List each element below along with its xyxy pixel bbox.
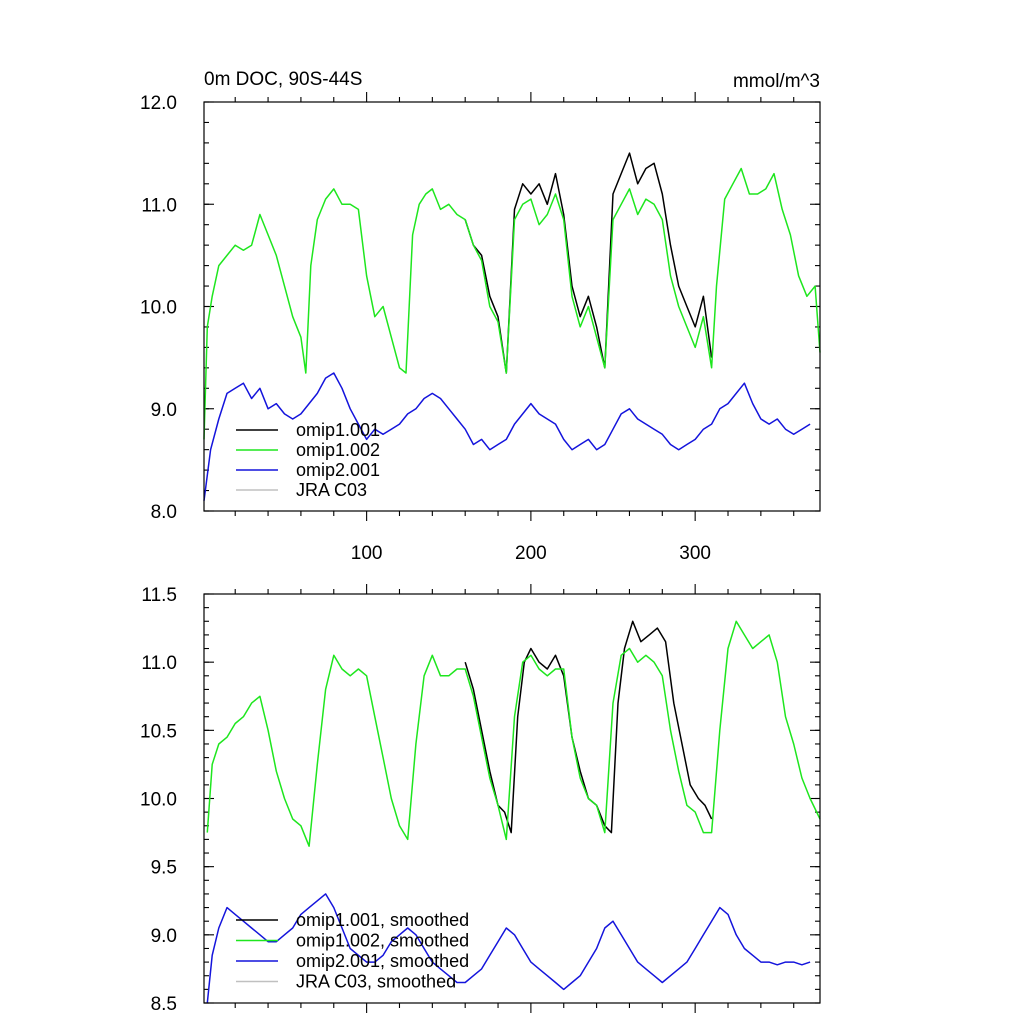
y-tick-label: 11.0 [141, 653, 177, 674]
legend-label: omip2.001 [296, 460, 380, 480]
bottom-panel-plot: 8.5 9.0 9.5 10.0 10.5 11.0 11.5 [140, 584, 821, 1015]
y-tick-label: 9.5 [151, 858, 177, 879]
y-tick-label: 11.5 [141, 585, 177, 606]
legend-label: JRA C03, smoothed [296, 972, 456, 992]
y-tick-label: 9.0 [151, 926, 177, 947]
x-tick-label: 300 [679, 543, 711, 564]
legend-label: omip1.001, smoothed [296, 910, 469, 930]
series-line-omip1-001 [464, 152, 713, 374]
y-tick-label: 10.5 [140, 721, 177, 742]
top-panel-title: 0m DOC, 90S-44S [204, 69, 362, 90]
top-panel-plot: 8.0 9.0 10.0 11.0 12.0 100 200 300 [140, 92, 821, 564]
legend-label: omip2.001, smoothed [296, 951, 469, 971]
legend-label: omip1.002 [296, 440, 380, 460]
x-tick-label: 100 [351, 543, 383, 564]
x-tick-label: 200 [515, 543, 547, 564]
y-tick-label: 8.0 [151, 502, 177, 523]
y-tick-label: 10.0 [140, 298, 177, 319]
legend-label: omip1.002, smoothed [296, 931, 469, 951]
series-line-omip1-002 [203, 167, 821, 440]
series-line-omip2-001-smoothed [206, 893, 811, 1004]
top-panel-frame [203, 101, 821, 512]
y-tick-label: 8.5 [151, 994, 177, 1015]
series-line-omip1-002-smoothed [206, 620, 821, 847]
y-tick-label: 12.0 [140, 93, 177, 114]
series-line-omip1-001-smoothed [464, 620, 713, 834]
top-panel: 0m DOC, 90S-44S mmol/m^3 8.0 9.0 10.0 11.0 1… [140, 69, 821, 564]
y-tick-label: 9.0 [151, 400, 177, 421]
top-panel-units: mmol/m^3 [733, 71, 820, 92]
series-line-omip2-001 [203, 372, 811, 501]
y-tick-label: 10.0 [140, 790, 177, 811]
y-tick-label: 11.0 [141, 195, 177, 216]
bottom-panel-frame [203, 593, 821, 1004]
legend-label: omip1.001 [296, 420, 380, 440]
bottom-panel: 8.5 9.0 9.5 10.0 10.5 11.0 11.5 omip1.001, smo… [140, 584, 821, 1015]
legend-label: JRA C03 [296, 480, 367, 500]
